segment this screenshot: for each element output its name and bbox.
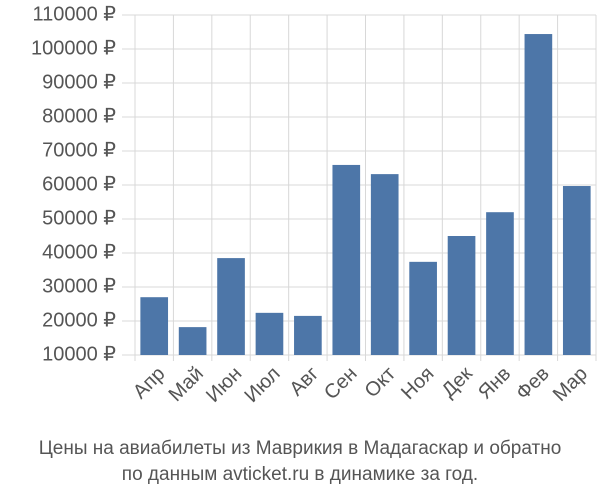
y-tick-label: 110000 ₽	[32, 3, 116, 25]
y-tick-label: 90000 ₽	[42, 71, 116, 93]
x-tick-label: Май	[165, 363, 208, 406]
chart-title: по данным avticket.ru в динамике за год.	[122, 464, 478, 485]
y-tick-label: 10000 ₽	[42, 343, 116, 365]
x-tick-label: Авг	[285, 363, 323, 401]
x-tick-label: Июн	[202, 363, 246, 407]
x-tick-label: Фев	[512, 363, 554, 405]
bar	[447, 236, 476, 355]
y-tick-label: 70000 ₽	[42, 139, 116, 161]
y-tick-label: 20000 ₽	[42, 309, 116, 331]
bar	[332, 164, 361, 355]
x-tick-label: Дек	[438, 363, 477, 402]
y-tick-label: 50000 ₽	[42, 207, 116, 229]
x-tick-label: Сен	[320, 363, 361, 404]
x-tick-label: Июл	[240, 363, 284, 407]
bar	[255, 312, 284, 355]
y-tick-label: 60000 ₽	[42, 173, 116, 195]
bar	[486, 212, 514, 355]
bar	[140, 297, 169, 355]
bar	[217, 258, 245, 355]
x-tick-label: Апр	[129, 363, 170, 404]
x-tick-label: Янв	[474, 363, 515, 404]
x-tick-label: Окт	[361, 363, 400, 402]
x-tick-label: Мар	[549, 363, 592, 406]
chart-title: Цены на авиабилеты из Маврикия в Мадагас…	[39, 438, 562, 459]
y-tick-label: 80000 ₽	[42, 105, 116, 127]
y-tick-label: 40000 ₽	[42, 241, 116, 263]
y-tick-label: 100000 ₽	[31, 37, 116, 59]
bar	[178, 327, 207, 355]
bar	[370, 174, 399, 355]
bar	[562, 186, 591, 355]
bar	[409, 261, 437, 355]
y-tick-label: 30000 ₽	[42, 275, 116, 297]
bar	[524, 34, 553, 355]
x-tick-label: Ноя	[397, 363, 438, 404]
bar	[294, 315, 322, 355]
